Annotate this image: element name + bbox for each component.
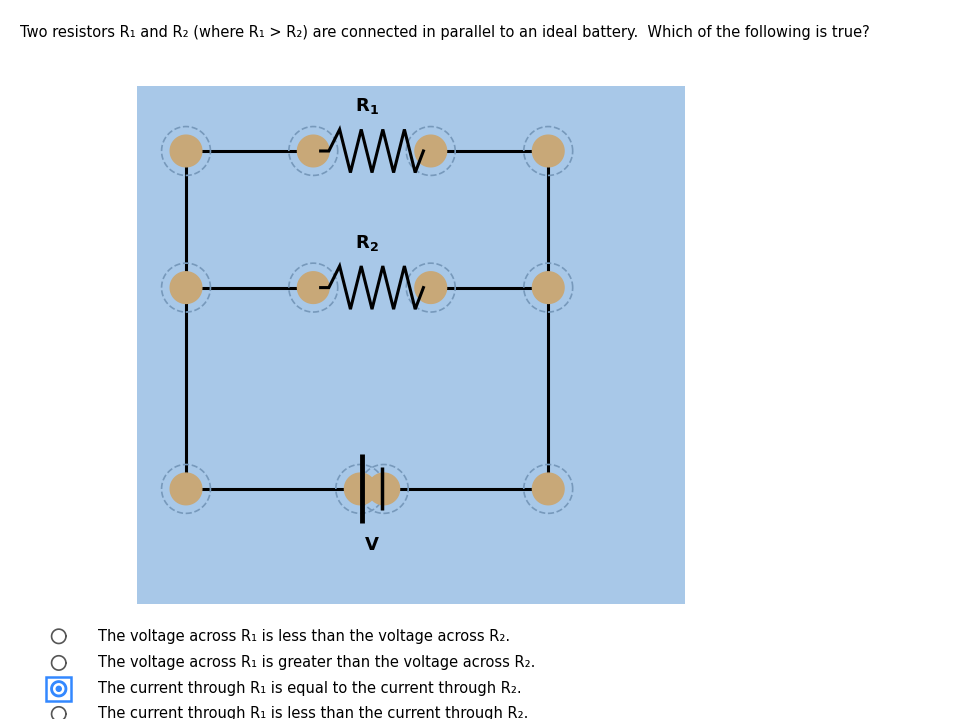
Polygon shape	[415, 135, 446, 167]
Polygon shape	[532, 272, 563, 303]
Polygon shape	[415, 272, 446, 303]
Polygon shape	[51, 681, 67, 697]
Polygon shape	[532, 135, 563, 167]
Polygon shape	[532, 473, 563, 505]
Polygon shape	[344, 473, 376, 505]
Text: V: V	[365, 536, 378, 554]
Polygon shape	[56, 687, 62, 691]
Bar	[46, 677, 71, 701]
Text: $\mathbf{R_2}$: $\mathbf{R_2}$	[355, 233, 378, 253]
Text: The voltage across R₁ is greater than the voltage across R₂.: The voltage across R₁ is greater than th…	[98, 656, 535, 670]
Text: $\mathbf{R_1}$: $\mathbf{R_1}$	[355, 96, 378, 116]
Text: The current through R₁ is equal to the current through R₂.: The current through R₁ is equal to the c…	[98, 682, 521, 696]
Text: The voltage across R₁ is less than the voltage across R₂.: The voltage across R₁ is less than the v…	[98, 629, 510, 644]
Polygon shape	[54, 684, 64, 694]
Bar	[137, 86, 685, 604]
Polygon shape	[297, 272, 329, 303]
Polygon shape	[170, 473, 201, 505]
Polygon shape	[170, 272, 201, 303]
Text: The current through R₁ is less than the current through R₂.: The current through R₁ is less than the …	[98, 707, 528, 719]
Polygon shape	[368, 473, 399, 505]
Text: Two resistors R₁ and R₂ (where R₁ > R₂) are connected in parallel to an ideal ba: Two resistors R₁ and R₂ (where R₁ > R₂) …	[20, 25, 868, 40]
Polygon shape	[170, 135, 201, 167]
Polygon shape	[297, 135, 329, 167]
